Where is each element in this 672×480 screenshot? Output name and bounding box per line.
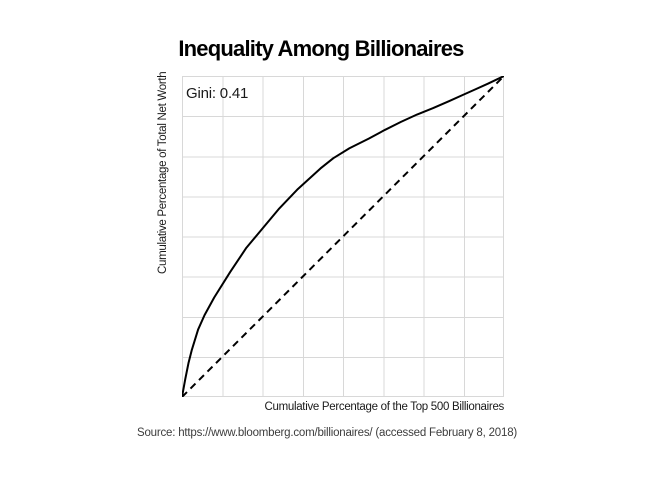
source-note: Source: https://www.bloomberg.com/billio… bbox=[137, 427, 518, 439]
x-axis-label: Cumulative Percentage of the Top 500 Bil… bbox=[264, 401, 504, 413]
panel-border bbox=[182, 76, 504, 397]
y-axis-label: Cumulative Percentage of Total Net Worth bbox=[157, 71, 169, 274]
equality-line bbox=[182, 76, 504, 397]
plot-panel bbox=[182, 76, 504, 397]
chart-title: Inequality Among Billionaires bbox=[178, 36, 464, 61]
lorenz-curve bbox=[182, 76, 504, 397]
gini-annotation: Gini: 0.41 bbox=[186, 85, 249, 102]
chart-svg bbox=[182, 76, 504, 397]
